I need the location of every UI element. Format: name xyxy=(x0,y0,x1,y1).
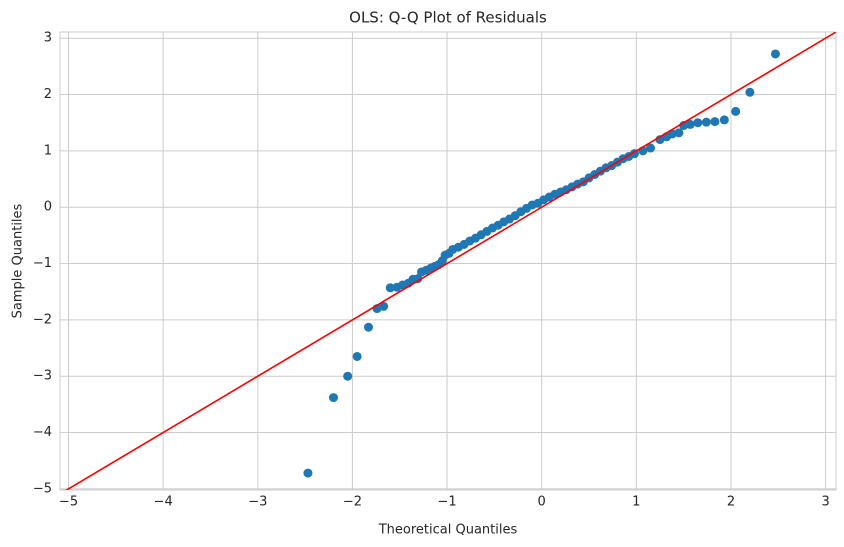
y-tick-label: 2 xyxy=(44,87,52,102)
point xyxy=(343,371,353,381)
y-tick-label: −5 xyxy=(33,481,52,496)
point xyxy=(719,115,729,125)
reference-line xyxy=(65,32,836,490)
point xyxy=(352,351,362,361)
point xyxy=(674,128,684,138)
y-tick-label: −4 xyxy=(33,425,52,440)
y-tick-label: −1 xyxy=(33,256,52,271)
x-tick-label: −1 xyxy=(437,495,456,510)
y-tick-label: 1 xyxy=(44,143,52,158)
point xyxy=(303,468,313,478)
x-tick-label: −3 xyxy=(248,495,267,510)
point xyxy=(413,274,423,284)
point xyxy=(745,87,755,97)
y-axis-label: Sample Quantiles xyxy=(11,203,26,318)
y-tick-label: −2 xyxy=(33,312,52,327)
point xyxy=(364,322,374,332)
point xyxy=(379,301,389,311)
point xyxy=(685,119,695,129)
point xyxy=(770,49,780,59)
x-tick-label: −5 xyxy=(59,495,78,510)
x-tick-label: 2 xyxy=(727,495,735,510)
chart-title: OLS: Q-Q Plot of Residuals xyxy=(349,9,547,27)
x-tick-label: 0 xyxy=(538,495,546,510)
point xyxy=(385,283,395,293)
point xyxy=(693,118,703,128)
point xyxy=(701,117,711,127)
y-tick-label: 0 xyxy=(44,200,52,215)
x-tick-label: −2 xyxy=(343,495,362,510)
x-tick-label: 3 xyxy=(821,495,829,510)
x-tick-label: −4 xyxy=(154,495,173,510)
point xyxy=(710,117,720,127)
marks xyxy=(65,32,836,490)
point xyxy=(646,143,656,153)
y-tick-label: 3 xyxy=(44,31,52,46)
x-tick-label: 1 xyxy=(632,495,640,510)
point xyxy=(731,106,741,116)
point xyxy=(328,393,338,403)
x-axis-label: Theoretical Quantiles xyxy=(378,523,518,538)
y-tick-label: −3 xyxy=(33,369,52,384)
grid xyxy=(60,32,836,490)
